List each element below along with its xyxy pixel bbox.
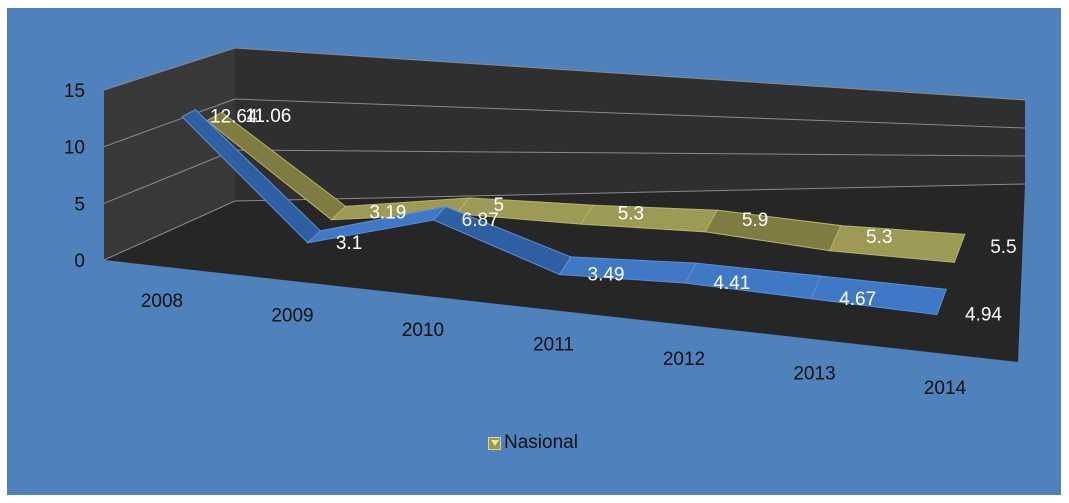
x-tick-label: 2009 <box>271 306 313 327</box>
chart-plot: 0 5 10 15 2008 2009 2010 2011 2012 2013 2014 11.0… <box>64 47 1026 399</box>
data-label: 11.06 <box>245 106 291 127</box>
gridline-side <box>103 200 236 261</box>
y-tick-label: 5 <box>74 194 85 215</box>
x-tick-label: 2014 <box>924 378 967 399</box>
gridline <box>234 47 1026 101</box>
legend-label: Nasional <box>504 432 578 453</box>
gridline <box>234 149 1026 157</box>
data-label: 3.49 <box>588 264 625 285</box>
x-tick-label: 2013 <box>793 364 835 385</box>
data-label: 5.3 <box>866 227 892 248</box>
gridline-side <box>103 47 236 91</box>
data-label: 5 <box>494 195 505 216</box>
data-label: 4.67 <box>839 289 876 310</box>
y-tick-label: 10 <box>64 138 85 159</box>
gridline <box>234 98 1026 129</box>
y-tick-label: 15 <box>64 81 85 102</box>
data-label: 3.19 <box>369 202 406 223</box>
side-wall <box>104 48 235 260</box>
series-ribbon-segment <box>810 275 947 316</box>
x-tick-label: 2012 <box>663 349 705 370</box>
data-label: 3.1 <box>336 233 362 254</box>
x-tick-label: 2008 <box>141 291 183 312</box>
data-label: 5.9 <box>742 210 768 231</box>
data-label: 6.87 <box>462 210 499 231</box>
x-tick-label: 2010 <box>402 320 444 341</box>
legend: Nasional <box>488 432 578 454</box>
data-label: 5.5 <box>990 237 1016 258</box>
data-label: 12.64 <box>210 107 258 128</box>
series-ribbon-segment <box>829 225 966 263</box>
gridline <box>234 183 1026 202</box>
data-label: 4.94 <box>965 305 1002 326</box>
data-label: 4.41 <box>713 273 750 294</box>
back-wall <box>235 48 1025 201</box>
gridline-side <box>103 98 236 148</box>
legend-swatch-icon <box>488 436 501 450</box>
chart-area: 0 5 10 15 2008 2009 2010 2011 2012 2013 2014 11.0… <box>7 8 1061 495</box>
y-tick-label: 0 <box>74 251 85 272</box>
gridline-side <box>103 149 236 204</box>
data-label: 5.3 <box>618 204 644 225</box>
x-tick-label: 2011 <box>533 335 574 356</box>
